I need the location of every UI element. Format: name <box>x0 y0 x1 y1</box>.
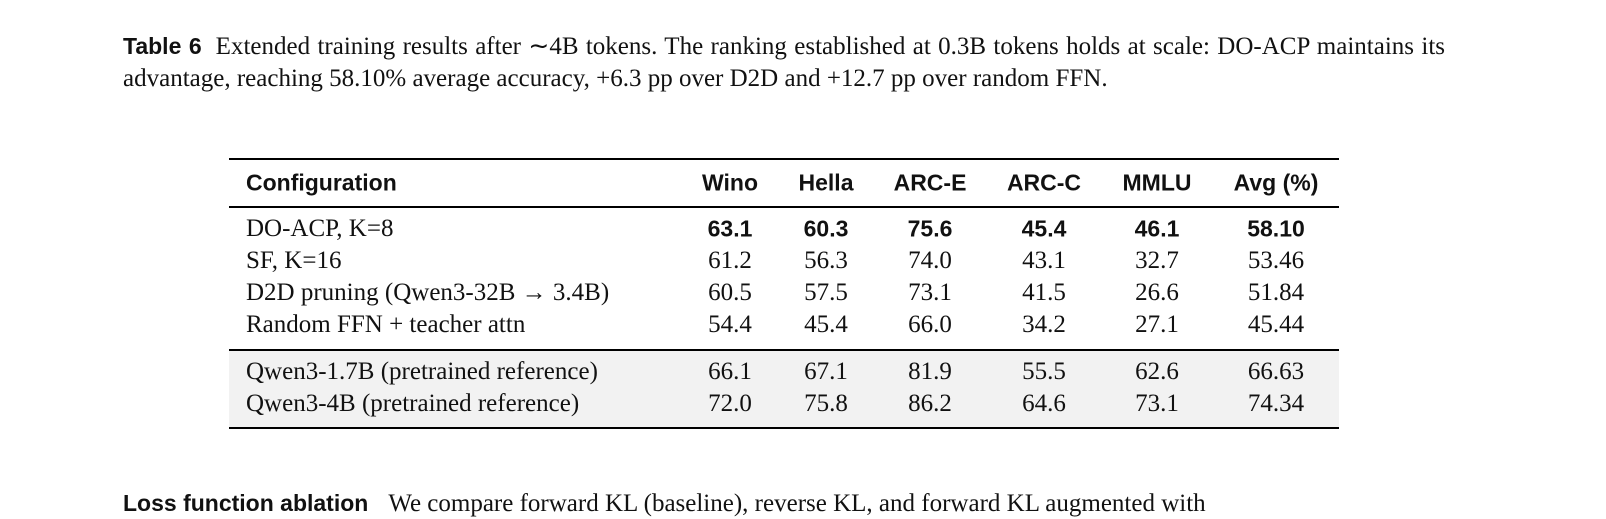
table-cell: 32.7 <box>1135 247 1179 274</box>
table-cell: 27.1 <box>1135 311 1179 338</box>
row-label: Qwen3-1.7B (pretrained reference) <box>246 358 598 385</box>
column-header: Hella <box>798 169 854 196</box>
caption-text: Extended training results after ∼4B toke… <box>123 33 1445 92</box>
table-cell: 67.1 <box>804 358 848 385</box>
table-cell: 64.6 <box>1022 390 1066 417</box>
table-cell: 54.4 <box>708 311 752 338</box>
table-cell: 56.3 <box>804 247 848 274</box>
row-shading <box>229 351 1339 427</box>
column-header: Avg (%) <box>1233 169 1319 196</box>
column-header: Configuration <box>246 169 397 196</box>
table-cell: 57.5 <box>804 279 848 306</box>
column-header: Wino <box>702 169 758 196</box>
table-cell: 73.1 <box>908 279 952 306</box>
column-header: ARC-C <box>1006 169 1082 196</box>
table-cell: 66.0 <box>908 311 952 338</box>
table-cell: 61.2 <box>708 247 752 274</box>
table-cell: 74.34 <box>1247 390 1305 417</box>
row-label: Qwen3-4B (pretrained reference) <box>246 390 580 417</box>
table-cell: 62.6 <box>1135 358 1179 385</box>
paragraph-text: We compare forward KL (baseline), revers… <box>388 490 1206 517</box>
table-cell: 34.2 <box>1022 311 1066 338</box>
table-cell: 66.1 <box>708 358 752 385</box>
table-cell: 86.2 <box>908 390 952 417</box>
table-cell: 58.10 <box>1247 215 1305 242</box>
table-cell: 51.84 <box>1247 279 1305 306</box>
table-cell: 26.6 <box>1135 279 1179 306</box>
table-cell: 75.6 <box>907 215 953 242</box>
table-cell: 73.1 <box>1135 390 1179 417</box>
row-label: D2D pruning (Qwen3-32B → 3.4B) <box>246 279 610 306</box>
column-header: MMLU <box>1122 169 1192 196</box>
table-rule <box>229 206 1339 208</box>
table-cell: 60.3 <box>803 215 849 242</box>
table-cell: 53.46 <box>1247 247 1305 274</box>
table-cell: 63.1 <box>707 215 753 242</box>
table-cell: 66.63 <box>1247 358 1305 385</box>
table-rule <box>229 349 1339 351</box>
row-label: Random FFN + teacher attn <box>246 311 526 338</box>
caption-label: Table 6 <box>123 33 202 59</box>
table-rule <box>229 427 1339 429</box>
table-cell: 55.5 <box>1022 358 1066 385</box>
table-cell: 45.44 <box>1247 311 1305 338</box>
table-cell: 74.0 <box>908 247 952 274</box>
paragraph-heading: Loss function ablation <box>123 490 369 516</box>
table-cell: 60.5 <box>708 279 752 306</box>
table-cell: 45.4 <box>1021 215 1067 242</box>
column-header: ARC-E <box>893 169 967 196</box>
table-cell: 72.0 <box>708 390 752 417</box>
table-cell: 45.4 <box>804 311 848 338</box>
table-cell: 41.5 <box>1022 279 1066 306</box>
table-cell: 81.9 <box>908 358 952 385</box>
row-label: DO-ACP, K=8 <box>246 215 394 242</box>
table-cell: 43.1 <box>1022 247 1066 274</box>
table-cell: 46.1 <box>1134 215 1180 242</box>
row-label: SF, K=16 <box>246 247 342 274</box>
table-caption: Table 6 Extended training results after ∼… <box>123 30 1445 95</box>
next-paragraph: Loss function ablation We compare forward… <box>123 490 1206 518</box>
table-cell: 75.8 <box>804 390 848 417</box>
table-rule <box>229 158 1339 160</box>
